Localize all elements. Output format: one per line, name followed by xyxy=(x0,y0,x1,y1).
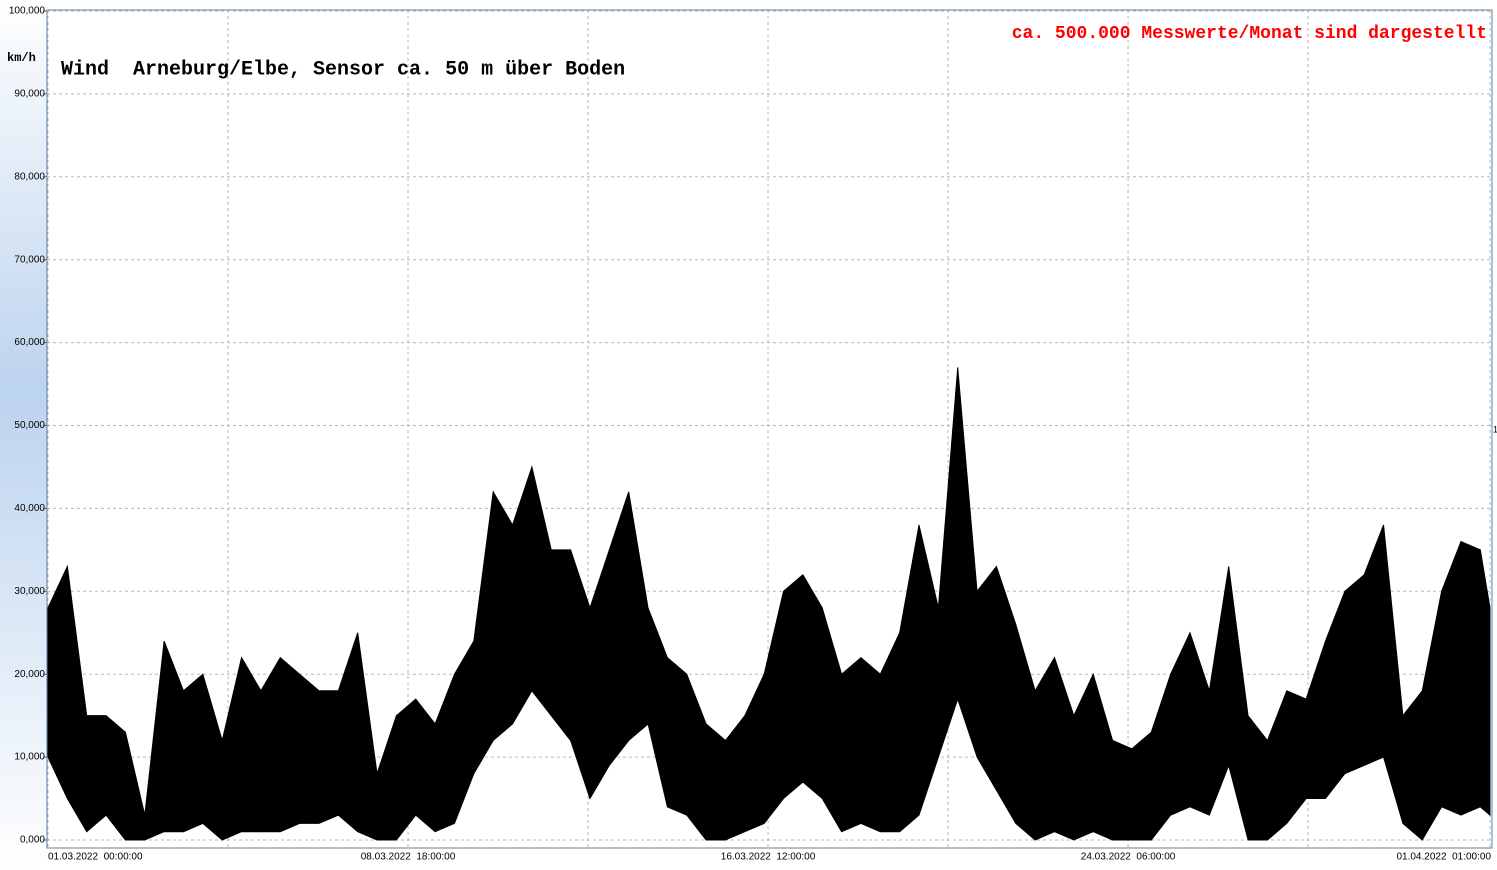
right-marker: 1 xyxy=(1493,424,1497,434)
annotation: ca. 500.000 Messwerte/Monat sind dargest… xyxy=(1012,24,1487,44)
chart-title: Wind Arneburg/Elbe, Sensor ca. 50 m über… xyxy=(61,58,625,81)
y-unit: km/h xyxy=(7,51,36,65)
y-tick-label: 60,000 xyxy=(14,337,45,348)
y-tick-label: 0,000 xyxy=(20,835,45,846)
y-tick-label: 70,000 xyxy=(14,254,45,265)
x-tick-label: 08.03.2022 18:00:00 xyxy=(361,852,456,863)
x-tick-label: 01.03.2022 00:00:00 xyxy=(48,852,143,863)
range-area xyxy=(47,367,1491,841)
y-tick-label: 40,000 xyxy=(14,503,45,514)
y-tick-label: 10,000 xyxy=(14,752,45,763)
y-tick-label: 80,000 xyxy=(14,171,45,182)
axis-background xyxy=(0,0,47,870)
y-tick-label: 100,000 xyxy=(9,6,46,17)
x-tick-label: 16.03.2022 12:00:00 xyxy=(721,852,816,863)
y-tick-label: 90,000 xyxy=(14,89,45,100)
x-tick-label: 01.04.2022 01:00:00 xyxy=(1396,852,1491,863)
y-tick-label: 20,000 xyxy=(14,669,45,680)
y-tick-label: 50,000 xyxy=(14,420,45,431)
y-tick-label: 30,000 xyxy=(14,586,45,597)
x-tick-label: 24.03.2022 06:00:00 xyxy=(1081,852,1176,863)
